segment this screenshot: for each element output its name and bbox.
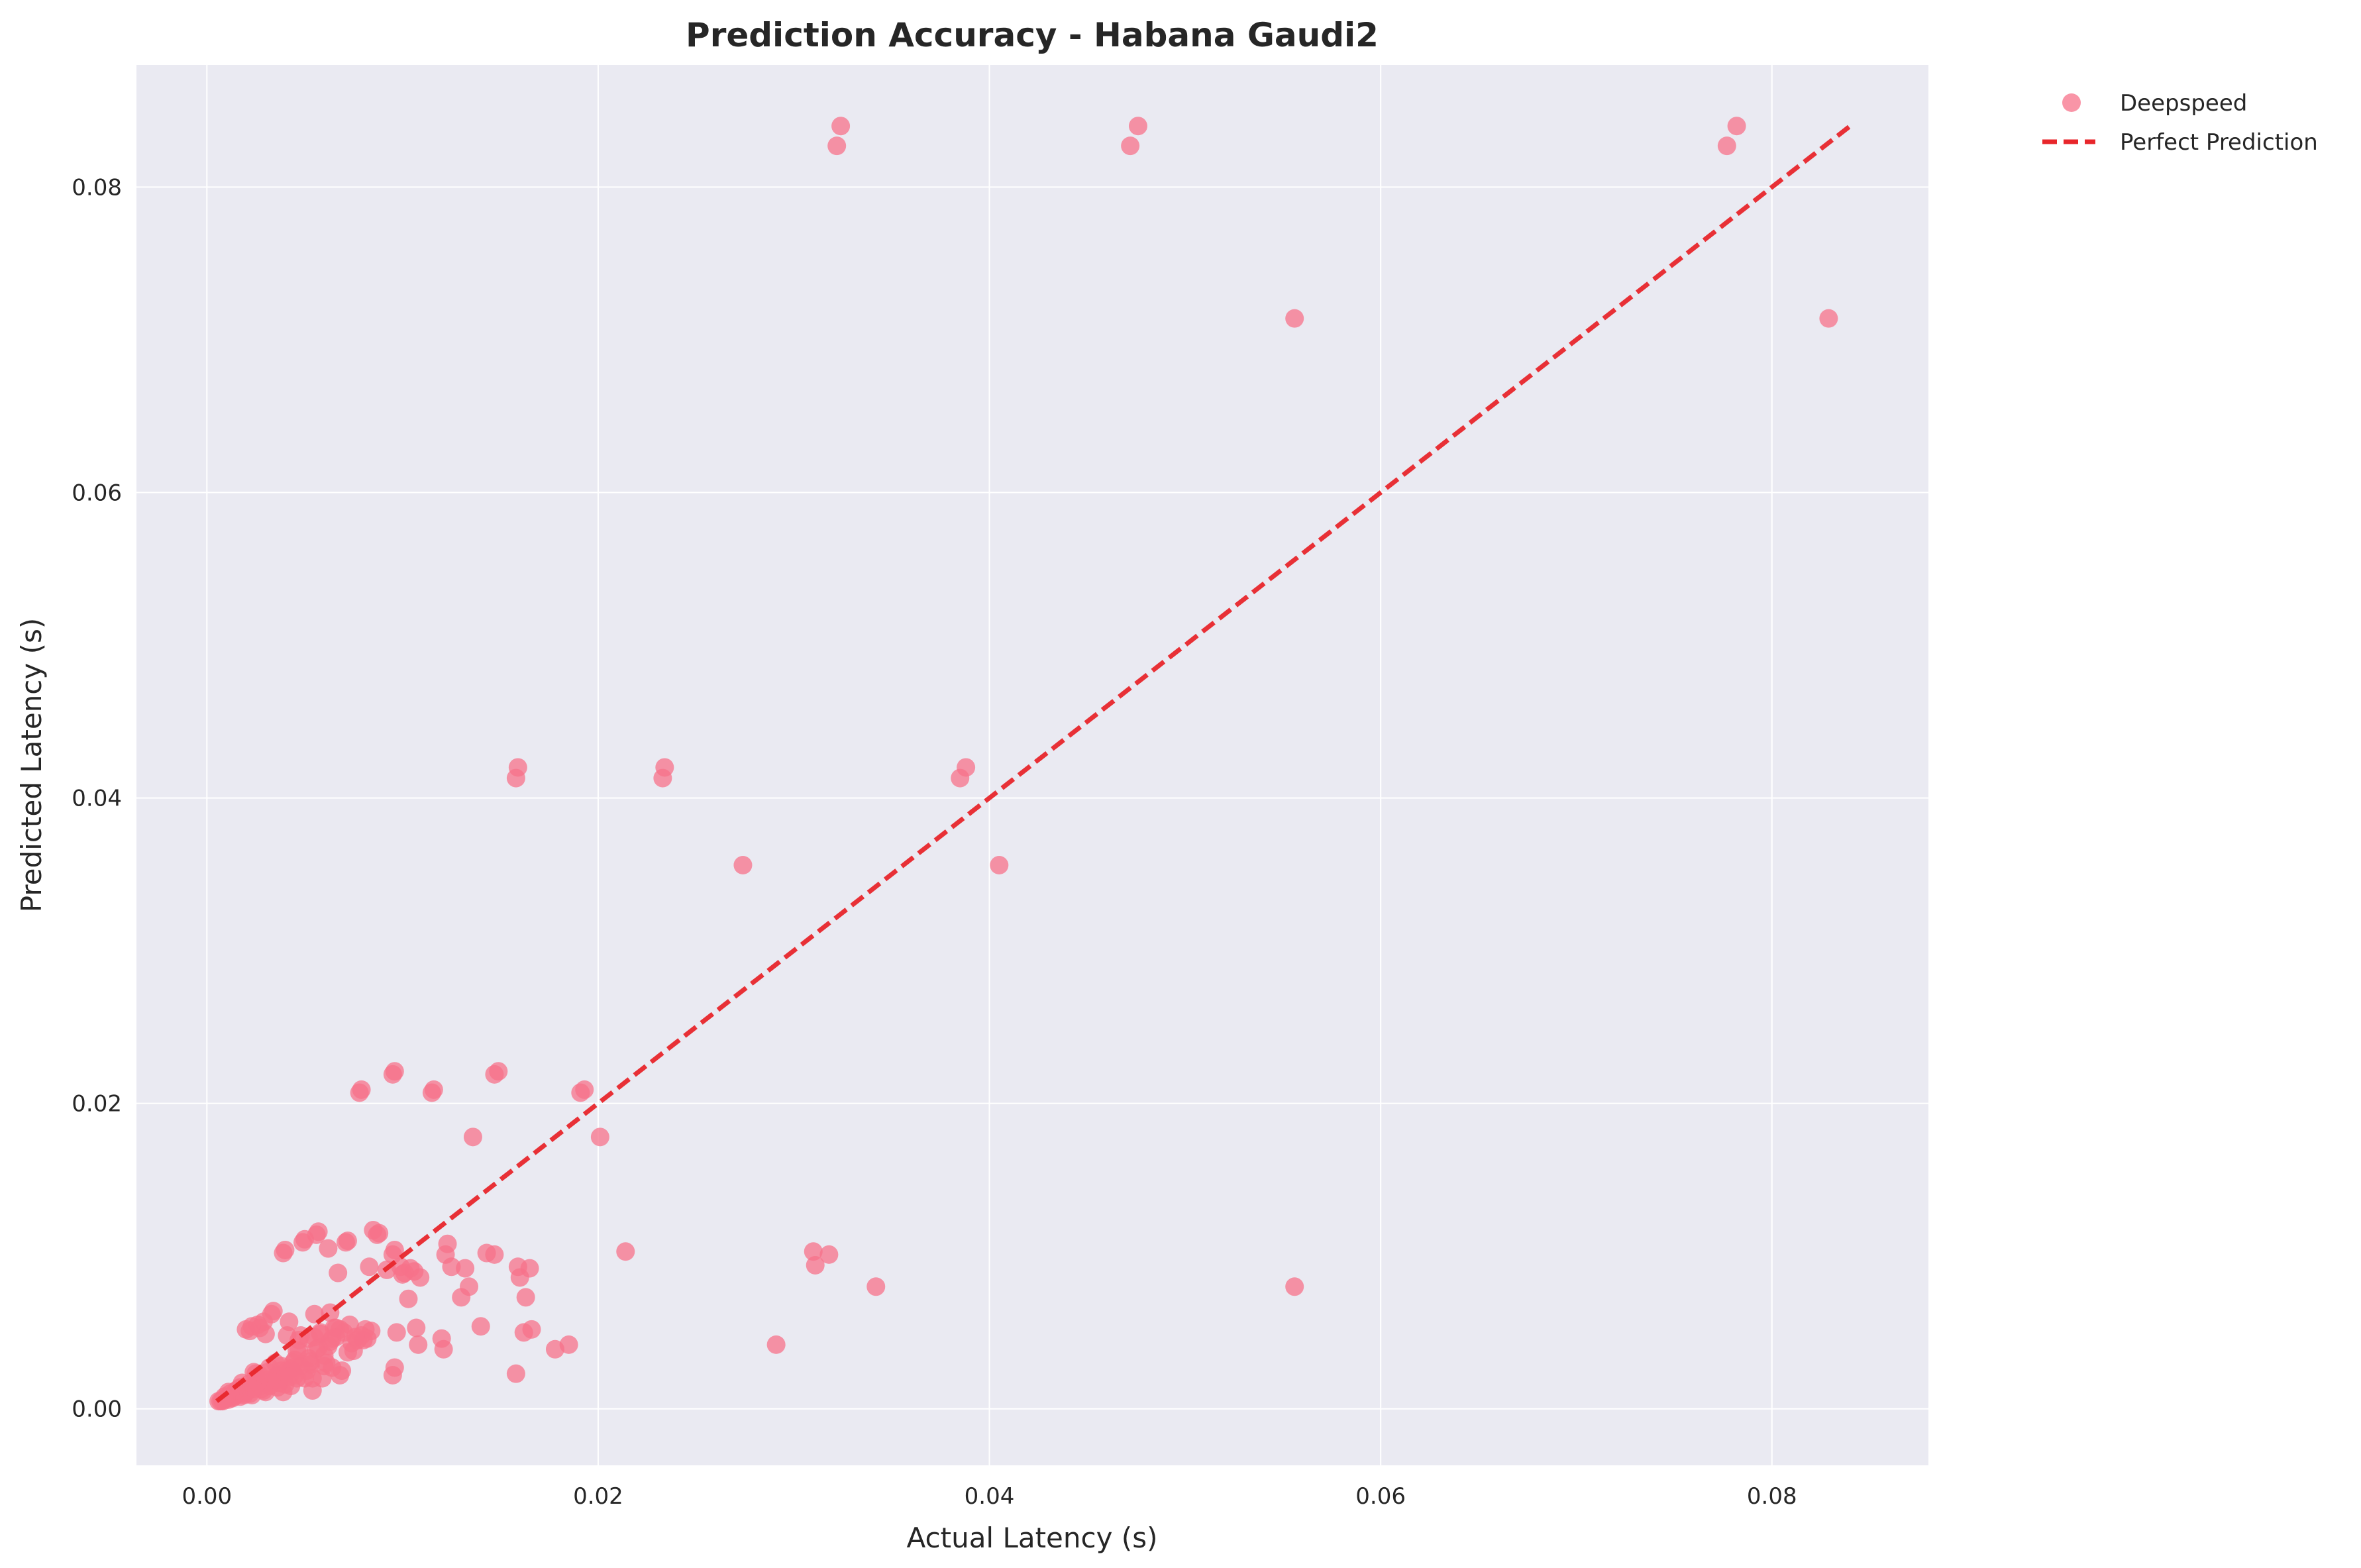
x-axis-label: Actual Latency (s)	[907, 1522, 1158, 1554]
data-point	[1285, 1277, 1304, 1296]
data-point	[766, 1335, 786, 1354]
x-tick-label: 0.06	[1355, 1483, 1406, 1510]
data-point	[1717, 136, 1736, 156]
grid-lines	[136, 65, 1928, 1465]
data-point	[436, 1245, 455, 1264]
data-point	[258, 1363, 277, 1382]
data-point	[951, 768, 970, 788]
data-point	[1727, 117, 1746, 136]
data-point	[508, 1257, 527, 1277]
data-point	[383, 1245, 402, 1264]
data-point	[236, 1320, 256, 1339]
y-tick-labels: 0.00 0.02 0.04 0.06 0.08	[72, 174, 122, 1422]
data-point	[387, 1323, 406, 1342]
data-point	[616, 1242, 635, 1261]
data-point	[477, 1243, 496, 1263]
y-tick-label: 0.02	[72, 1091, 122, 1118]
data-point	[733, 856, 753, 874]
data-point	[819, 1245, 839, 1264]
data-point	[590, 1127, 609, 1147]
reference-line-layer	[215, 124, 1852, 1403]
data-point	[545, 1339, 564, 1359]
data-point	[1819, 309, 1838, 328]
y-tick-label: 0.08	[72, 174, 122, 201]
x-tick-label: 0.00	[182, 1483, 232, 1510]
data-point	[1285, 309, 1304, 328]
data-point	[471, 1317, 490, 1336]
data-point	[452, 1288, 471, 1307]
data-point	[456, 1259, 475, 1278]
data-point	[288, 1341, 307, 1361]
data-point	[295, 1369, 314, 1388]
legend-marker-deepspeed	[2062, 93, 2081, 112]
data-point	[383, 1365, 402, 1385]
data-point	[866, 1277, 886, 1296]
data-point	[329, 1263, 348, 1282]
data-point	[831, 117, 851, 136]
data-point	[407, 1318, 426, 1337]
x-tick-label: 0.08	[1747, 1483, 1797, 1510]
data-point	[506, 768, 525, 788]
data-point	[434, 1339, 453, 1359]
data-point	[399, 1289, 418, 1308]
data-point	[990, 856, 1009, 874]
data-point	[804, 1242, 823, 1261]
data-point	[346, 1328, 365, 1347]
data-point	[280, 1367, 299, 1386]
data-point	[350, 1083, 369, 1102]
data-point	[506, 1364, 525, 1383]
data-point	[827, 136, 847, 156]
data-point	[409, 1335, 428, 1354]
data-point	[485, 1065, 504, 1084]
y-tick-label: 0.00	[72, 1396, 122, 1423]
data-point	[653, 768, 672, 788]
data-point	[422, 1083, 441, 1102]
legend-label-deepspeed: Deepspeed	[2120, 90, 2247, 117]
y-tick-label: 0.04	[72, 786, 122, 812]
scatter-points	[209, 117, 1838, 1411]
x-tick-label: 0.02	[573, 1483, 623, 1510]
legend-label-perfect-prediction: Perfect Prediction	[2120, 129, 2318, 156]
legend: Deepspeed Perfect Prediction	[2042, 90, 2318, 156]
data-point	[319, 1239, 338, 1258]
data-point	[336, 1233, 355, 1252]
data-point	[383, 1065, 402, 1084]
data-point	[571, 1083, 590, 1102]
data-point	[319, 1337, 338, 1356]
chart-title: Prediction Accuracy - Habana Gaudi2	[686, 16, 1379, 54]
y-axis-label: Predicted Latency (s)	[15, 618, 48, 913]
data-point	[514, 1323, 533, 1342]
data-point	[360, 1257, 379, 1277]
x-tick-labels: 0.00 0.02 0.04 0.06 0.08	[182, 1483, 1797, 1510]
data-point	[313, 1369, 332, 1388]
x-tick-label: 0.04	[965, 1483, 1015, 1510]
data-point	[463, 1127, 482, 1147]
data-point	[516, 1288, 535, 1307]
data-point	[1128, 117, 1147, 136]
data-point	[393, 1265, 412, 1284]
data-point	[364, 1220, 383, 1239]
data-point	[213, 1392, 232, 1411]
data-point	[274, 1243, 293, 1263]
data-point	[1121, 136, 1140, 156]
perfect-prediction-line	[215, 124, 1852, 1403]
y-tick-label: 0.06	[72, 480, 122, 506]
data-point	[280, 1312, 299, 1332]
data-point	[806, 1256, 825, 1275]
data-point	[293, 1233, 313, 1252]
